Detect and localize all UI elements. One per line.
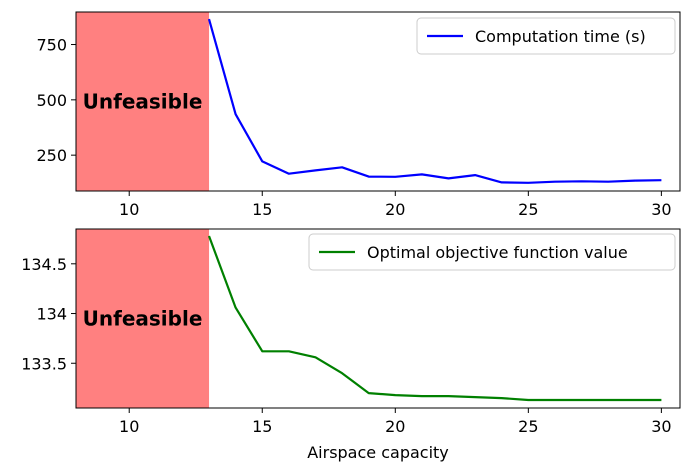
unfeasible-label: Unfeasible (83, 307, 203, 331)
x-axis-label: Airspace capacity (307, 443, 449, 462)
unfeasible-label: Unfeasible (83, 90, 203, 114)
y-tick-label: 133.5 (21, 354, 67, 373)
axes-frame (75, 228, 681, 409)
legend-box (416, 17, 676, 55)
x-tick-label: 20 (385, 200, 405, 219)
y-tick-label: 134.5 (21, 255, 67, 274)
x-tick-label: 15 (252, 417, 272, 436)
y-tick-label: 750 (36, 36, 67, 55)
x-tick-label: 15 (252, 200, 272, 219)
subplot-1: Unfeasible 10 15 20 25 30 250 500 750 Computation… (36, 11, 681, 219)
x-tick-label: 20 (385, 417, 405, 436)
axes-frame (75, 11, 681, 192)
series-line-1 (207, 235, 662, 402)
subplot-2: Unfeasible 10 15 20 25 30 133.5 134 134.5 Optimal… (21, 228, 681, 462)
legend-box (308, 233, 676, 271)
legend-label: Optimal objective function value (367, 243, 628, 262)
y-tick-label: 134 (36, 305, 67, 324)
x-tick-label: 10 (119, 417, 139, 436)
x-tick-label: 30 (651, 200, 671, 219)
y-tick-label: 250 (36, 146, 67, 165)
x-tick-label: 30 (651, 417, 671, 436)
x-tick-label: 10 (119, 200, 139, 219)
x-tick-label: 25 (518, 417, 538, 436)
unfeasible-region (76, 12, 210, 191)
legend-label: Computation time (s) (475, 27, 646, 46)
unfeasible-region (76, 229, 210, 408)
x-tick-label: 25 (518, 200, 538, 219)
y-tick-label: 500 (36, 91, 67, 110)
series-line-1 (207, 18, 662, 184)
